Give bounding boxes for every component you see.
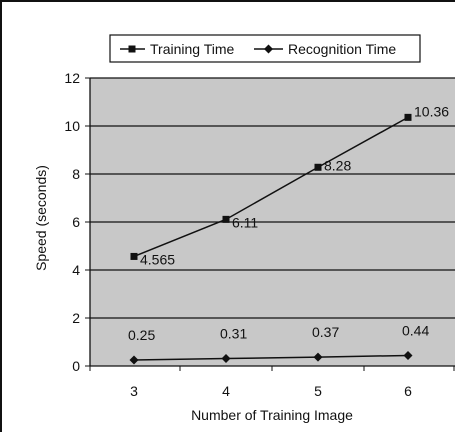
data-label: 10.36: [414, 103, 449, 119]
data-label: 0.25: [128, 327, 155, 343]
data-label: 8.28: [324, 157, 351, 173]
x-tick-label: 4: [222, 383, 230, 399]
series-layer: 4.565 6.11 8.28 10.36 0.25 0.31 0.37 0.44: [128, 103, 449, 365]
axes: 0 2 4 6 8 10 12 3 4 5 6: [64, 70, 455, 399]
data-point: [130, 252, 138, 260]
y-tick-label: 0: [72, 358, 80, 374]
series-line-training-time: [133, 116, 409, 258]
x-tick-label: 5: [314, 383, 322, 399]
y-tick-label: 8: [72, 166, 80, 182]
y-axis-label: Speed (seconds): [33, 165, 49, 271]
y-tick-label: 4: [72, 262, 80, 278]
data-point: [129, 355, 139, 365]
data-label: 0.37: [312, 324, 339, 340]
legend-marker-square: [128, 45, 136, 53]
x-axis-label: Number of Training Image: [191, 407, 353, 423]
data-point: [403, 350, 413, 360]
x-tick-label: 6: [404, 383, 412, 399]
legend: Training Time Recognition Time: [109, 34, 421, 63]
y-tick-label: 2: [72, 310, 80, 326]
data-label: 4.565: [140, 251, 175, 267]
gridlines: [90, 77, 455, 319]
legend-label-recognition: Recognition Time: [288, 41, 396, 57]
series-line-recognition-time: [133, 354, 409, 361]
data-point: [221, 354, 231, 364]
data-label: 0.31: [220, 326, 247, 342]
legend-item-recognition: Recognition Time: [254, 41, 396, 57]
data-point: [313, 352, 323, 362]
x-tick-label: 3: [130, 383, 138, 399]
y-tick-label: 10: [64, 118, 80, 134]
y-tick-label: 6: [72, 214, 80, 230]
data-label: 6.11: [232, 214, 258, 230]
data-point: [404, 113, 412, 121]
legend-item-training: Training Time: [120, 41, 235, 57]
data-point: [222, 215, 230, 223]
y-tick-label: 12: [64, 70, 80, 86]
data-point: [314, 163, 322, 171]
data-label: 0.44: [402, 322, 429, 338]
legend-marker-diamond: [264, 44, 273, 54]
legend-label-training: Training Time: [150, 41, 235, 57]
